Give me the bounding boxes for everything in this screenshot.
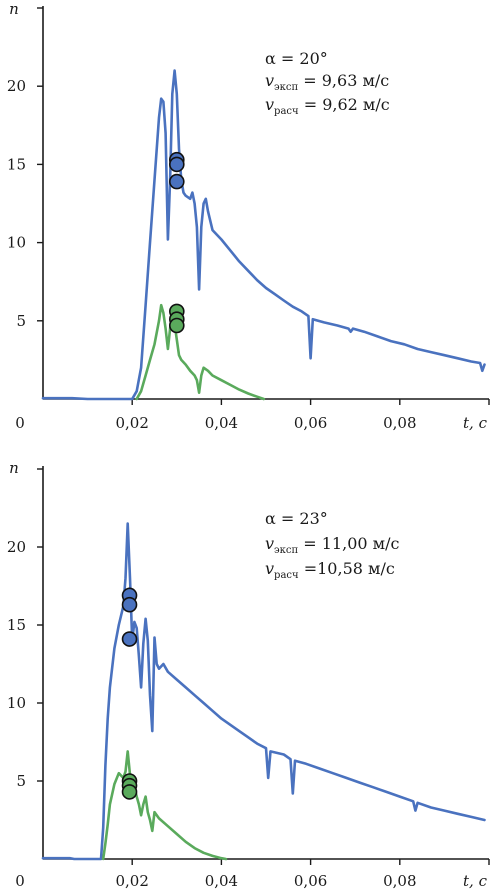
chart-panel-alpha-20: 5 10 15 20 0,02 0,04 0,06 0,08 0 n t, c α = 20° vэкс…	[7, 0, 490, 432]
variable-subscript: расч	[274, 106, 299, 117]
x-tick-label: 0,08	[383, 414, 416, 432]
data-marker	[169, 156, 185, 173]
series-line-green	[101, 750, 228, 861]
series-line-green	[135, 303, 266, 401]
x-tick-label: 0,02	[115, 872, 148, 890]
variable-value: = 9,63 м/с	[298, 71, 389, 90]
variable-v: v	[265, 71, 274, 90]
y-tick-label: 20	[7, 538, 26, 556]
variable-subscript: расч	[274, 570, 299, 581]
y-tick-label: 15	[7, 155, 26, 173]
y-tick-label: 10	[7, 694, 26, 712]
chart-panel-alpha-23: 5 10 15 20 0,02 0,04 0,06 0,08 0 n t, c α = 23° vэкс…	[7, 459, 490, 890]
series-line-blue	[41, 69, 486, 401]
x-tick-label: 0,02	[115, 414, 148, 432]
annotation-v-calc: vрасч =10,58 м/с	[265, 559, 395, 581]
y-tick-label: 20	[7, 77, 26, 95]
y-tick-label: 5	[16, 772, 26, 790]
annotation-alpha: α = 23°	[265, 509, 328, 528]
origin-label: 0	[15, 872, 25, 890]
variable-v: v	[265, 559, 274, 578]
data-marker	[121, 784, 138, 800]
x-tick-label: 0,06	[294, 872, 327, 890]
x-tick-label: 0,04	[205, 414, 238, 432]
x-tick-label: 0,08	[383, 872, 416, 890]
y-tick-label: 5	[16, 312, 26, 330]
variable-value: = 11,00 м/с	[298, 534, 399, 553]
annotation-v-calc: vрасч = 9,62 м/с	[265, 95, 390, 117]
x-axis-title: t, c	[463, 872, 488, 890]
y-axis-title: n	[9, 459, 19, 477]
data-marker	[121, 631, 138, 647]
annotation-alpha: α = 20°	[265, 49, 328, 68]
x-tick-label: 0,06	[294, 414, 327, 432]
y-axis-title: n	[9, 0, 19, 18]
variable-value: = 9,62 м/с	[299, 95, 390, 114]
variable-v: v	[265, 95, 274, 114]
variable-value: =10,58 м/с	[299, 559, 395, 578]
x-tick-label: 0,04	[205, 872, 238, 890]
origin-label: 0	[15, 414, 25, 432]
data-marker	[169, 317, 185, 334]
annotation-v-exp: vэксп = 11,00 м/с	[265, 534, 399, 556]
y-tick-label: 10	[7, 234, 26, 252]
variable-subscript: эксп	[274, 545, 298, 556]
data-marker	[169, 173, 185, 190]
y-tick-label: 15	[7, 616, 26, 634]
variable-v: v	[265, 534, 274, 553]
data-marker	[121, 596, 138, 613]
x-axis-title: t, c	[463, 414, 488, 432]
annotation-v-exp: vэксп = 9,63 м/с	[265, 71, 389, 93]
variable-subscript: эксп	[274, 82, 298, 93]
